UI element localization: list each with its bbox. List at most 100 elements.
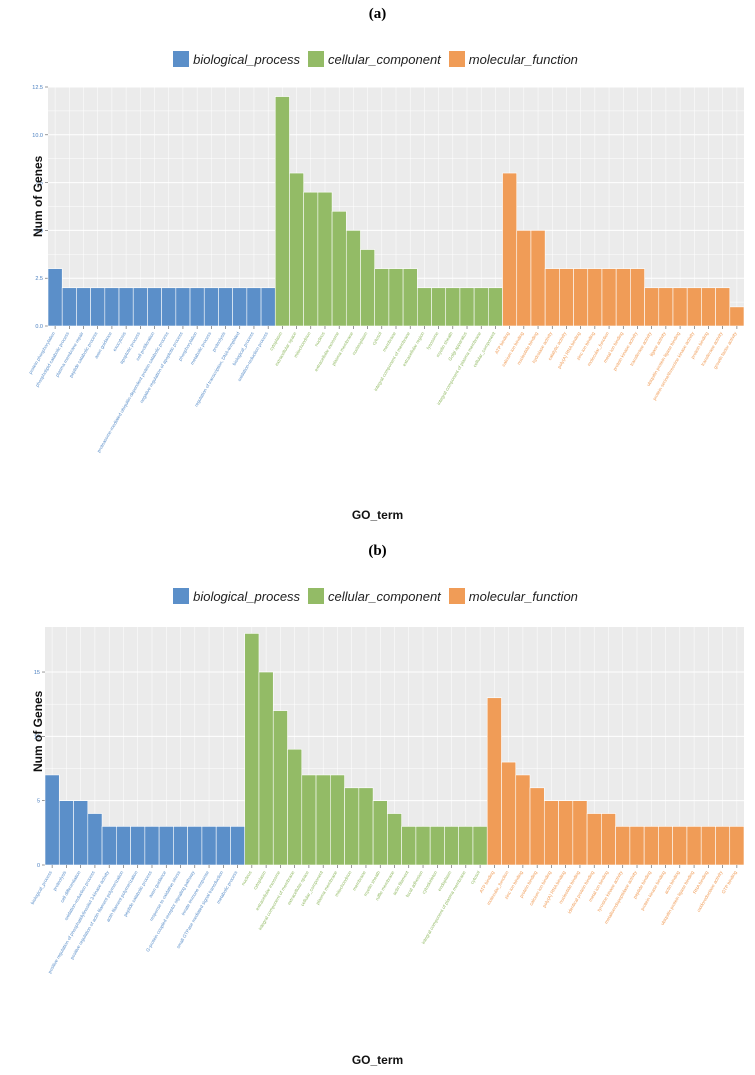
legend-swatch bbox=[308, 588, 325, 604]
bar-lysosome bbox=[431, 287, 447, 327]
bar-cytosol bbox=[472, 826, 488, 866]
bar-nucleotide-binding bbox=[530, 230, 546, 327]
bar-myelin-sheath bbox=[372, 800, 388, 866]
x-tick-label: cytoplasm bbox=[252, 870, 267, 891]
chart-panel-b: (b) biological_process cellular_componen… bbox=[0, 537, 755, 1075]
legend-item-biological-process: biological_process bbox=[173, 51, 304, 67]
bar-protein-phosphorylation bbox=[47, 268, 63, 327]
y-tick-label: 10.0 bbox=[32, 133, 43, 139]
bar-metabolic-process bbox=[230, 826, 246, 866]
x-tick-label: tyrosine kinase activity bbox=[596, 869, 624, 912]
bar-myelin-sheath bbox=[445, 287, 461, 327]
bar-actin-filament bbox=[401, 826, 417, 866]
x-tick-label: cytoplasm bbox=[269, 331, 284, 352]
bar-biological-process bbox=[44, 774, 60, 866]
bar-axon-guidance bbox=[158, 826, 174, 866]
x-tick-label: identical protein binding bbox=[567, 870, 596, 915]
bar-oxidoreductase-activity bbox=[715, 826, 731, 866]
bar-ubiquitin-protein-ligase-binding bbox=[686, 826, 702, 866]
x-tick-label: nucleus bbox=[240, 869, 253, 886]
bar-plasma-membrane bbox=[330, 774, 345, 866]
legend-label: cellular_component bbox=[328, 51, 441, 67]
bar-positive-regulation-of-actin-filament-polymerization bbox=[116, 826, 131, 866]
bar-membrane bbox=[358, 787, 374, 866]
x-tick-label: membrane bbox=[352, 870, 368, 892]
x-tick-label: GTP binding bbox=[721, 870, 738, 895]
bar-ubiquitin-protein-ligase-binding bbox=[672, 287, 688, 327]
bar-axon-guidance bbox=[104, 287, 120, 327]
y-tick-label: 12.5 bbox=[32, 85, 43, 91]
bar-cell-proliferation bbox=[147, 287, 162, 327]
bar-gtp-binding bbox=[729, 826, 745, 866]
bar-nucleus bbox=[244, 633, 260, 866]
legend-label: biological_process bbox=[193, 51, 301, 67]
bar-regulation-of-transcription-dna-templated bbox=[232, 287, 248, 327]
x-tick-label: positive regulation of actin filament po… bbox=[69, 870, 124, 961]
bar-cell-differentiation bbox=[73, 800, 89, 866]
bar-plasma-membrane-repair bbox=[76, 287, 91, 327]
bar-metal-ion-binding bbox=[601, 813, 616, 866]
bar-proteolysis bbox=[58, 800, 74, 866]
legend-item-molecular-function: molecular_function bbox=[448, 51, 582, 67]
bar-catalytic-activity bbox=[559, 268, 574, 327]
y-tick-label: 2.5 bbox=[35, 276, 43, 282]
legend-swatch bbox=[448, 588, 465, 604]
bar-protein-kinase-activity bbox=[630, 268, 645, 327]
x-tick-label: biological_process bbox=[30, 869, 54, 905]
bar-integral-component-of-plasma-membrane bbox=[458, 826, 474, 866]
bar-proteasome-mediated-ubiquitin-dependent-protein-catabolic-process bbox=[161, 287, 177, 327]
bar-phosphorylation bbox=[189, 287, 205, 327]
bar-plasma-membrane bbox=[345, 230, 361, 327]
bar-negative-regulation-of-apoptotic-process bbox=[175, 287, 191, 327]
bar-zinc-ion-binding bbox=[515, 774, 531, 866]
bar-poly-a-rna-binding bbox=[558, 800, 574, 866]
bar-metabolic-process bbox=[203, 287, 219, 327]
x-tick-label: protein phosphorylation bbox=[28, 331, 56, 375]
bar-nucleotide-binding bbox=[572, 800, 588, 866]
chart-legend: biological_process cellular_component mo… bbox=[0, 51, 755, 67]
bar-protein-binding bbox=[701, 287, 716, 327]
x-tick-label: nucleoplasm bbox=[351, 331, 368, 356]
legend-item-molecular-function: molecular_function bbox=[448, 588, 582, 604]
bar-protein-kinase-binding bbox=[658, 826, 673, 866]
bar-golgi-apparatus bbox=[459, 287, 475, 327]
bar-growth-factor-activity bbox=[729, 306, 745, 327]
bar-cellular-component bbox=[488, 287, 503, 327]
x-tick-label: proteasome-mediated ubiquitin-dependent … bbox=[96, 330, 170, 453]
legend-item-cellular-component: cellular_component bbox=[308, 588, 445, 604]
bar-cytosol bbox=[374, 268, 390, 327]
bar-ruffle-membrane bbox=[387, 813, 402, 866]
panel-label: (a) bbox=[368, 6, 387, 22]
bar-small-gtpase-mediated-signal-transduction bbox=[215, 826, 231, 866]
bar-calcium-ion-binding bbox=[516, 230, 532, 327]
bar-poly-a-rna-binding bbox=[573, 268, 589, 327]
bar-cellular-component bbox=[315, 774, 331, 866]
bar-cytoplasm bbox=[274, 96, 290, 327]
bar-membrane bbox=[388, 268, 404, 327]
bar-protein-binding bbox=[529, 787, 545, 866]
bar-oxidation-reduction-process bbox=[260, 287, 276, 327]
legend-label: biological_process bbox=[193, 588, 301, 604]
bar-apoptotic-process bbox=[132, 287, 148, 327]
bar-molecular-function bbox=[601, 268, 617, 327]
legend-swatch bbox=[448, 51, 465, 67]
x-tick-label: cytosol bbox=[469, 870, 480, 885]
bar-protein-serine-threonine-kinase-activity bbox=[686, 287, 702, 327]
bar-proteolysis bbox=[218, 287, 233, 327]
bar-integral-component-of-plasma-membrane bbox=[473, 287, 489, 327]
bar-oxidation-reduction-process bbox=[87, 813, 103, 866]
bar-endoplasm bbox=[444, 826, 459, 866]
bar-transferase-activity bbox=[644, 287, 660, 327]
x-tick-label: nucleus bbox=[314, 330, 327, 347]
legend-label: cellular_component bbox=[328, 588, 441, 604]
bar-exocytosis bbox=[118, 287, 134, 327]
bar-focal-adhesion bbox=[415, 826, 431, 866]
bar-calcium-ion-binding bbox=[543, 800, 559, 866]
bar-cytoplasm bbox=[258, 671, 274, 866]
bar-cytoskeleton bbox=[429, 826, 445, 866]
bar-transferase-activity bbox=[715, 287, 731, 327]
bar-peptide-catabolic-process bbox=[90, 287, 106, 327]
x-tick-label: proteolysis bbox=[52, 869, 68, 891]
y-tick-label: 10 bbox=[34, 734, 40, 740]
legend-label: molecular_function bbox=[468, 588, 578, 604]
